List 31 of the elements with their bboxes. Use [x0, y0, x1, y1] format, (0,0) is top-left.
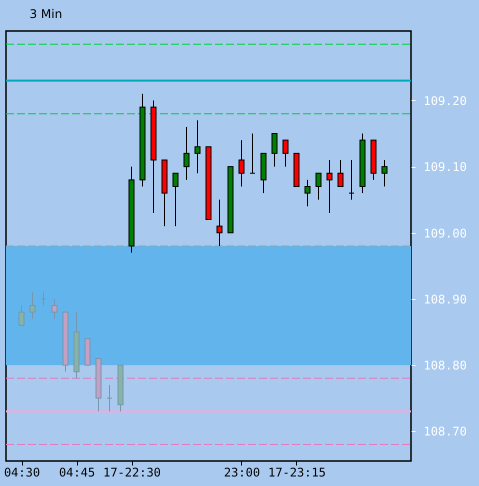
candlestick [348, 160, 354, 200]
y-tick-label: 108.90 [424, 292, 467, 306]
candlestick [106, 384, 113, 412]
chart-title: 3 Min [29, 7, 62, 21]
x-tick-label: 04:45 [58, 466, 96, 480]
x-tick-label: 17-23:15 [268, 466, 326, 480]
candlestick [40, 292, 47, 306]
x-tick-label: 04:30 [4, 466, 40, 480]
y-tick-label: 108.70 [424, 424, 467, 439]
candlestick [337, 160, 344, 187]
candlestick [271, 133, 278, 168]
x-tick-label: 23:00 [224, 466, 260, 480]
candlestick [52, 298, 58, 320]
candlestick [172, 172, 178, 227]
candlestick [216, 199, 222, 246]
y-tick-label: 109.00 [424, 226, 467, 240]
y-tick-label: 109.10 [424, 160, 467, 174]
y-tick-label: 108.80 [424, 358, 467, 373]
y-tick-label: 109.20 [424, 94, 467, 108]
candlestick [304, 179, 310, 207]
candlestick [250, 133, 256, 174]
x-tick-label: 17-22:30 [103, 466, 161, 480]
candlestick [18, 305, 25, 326]
candlestick [282, 140, 288, 168]
candlestick [194, 120, 200, 174]
candlestick [184, 126, 190, 180]
candlestick [238, 140, 244, 187]
candlestick [381, 160, 388, 187]
candlestick [326, 160, 332, 214]
candlestick [30, 292, 36, 320]
candlestick [315, 172, 322, 200]
